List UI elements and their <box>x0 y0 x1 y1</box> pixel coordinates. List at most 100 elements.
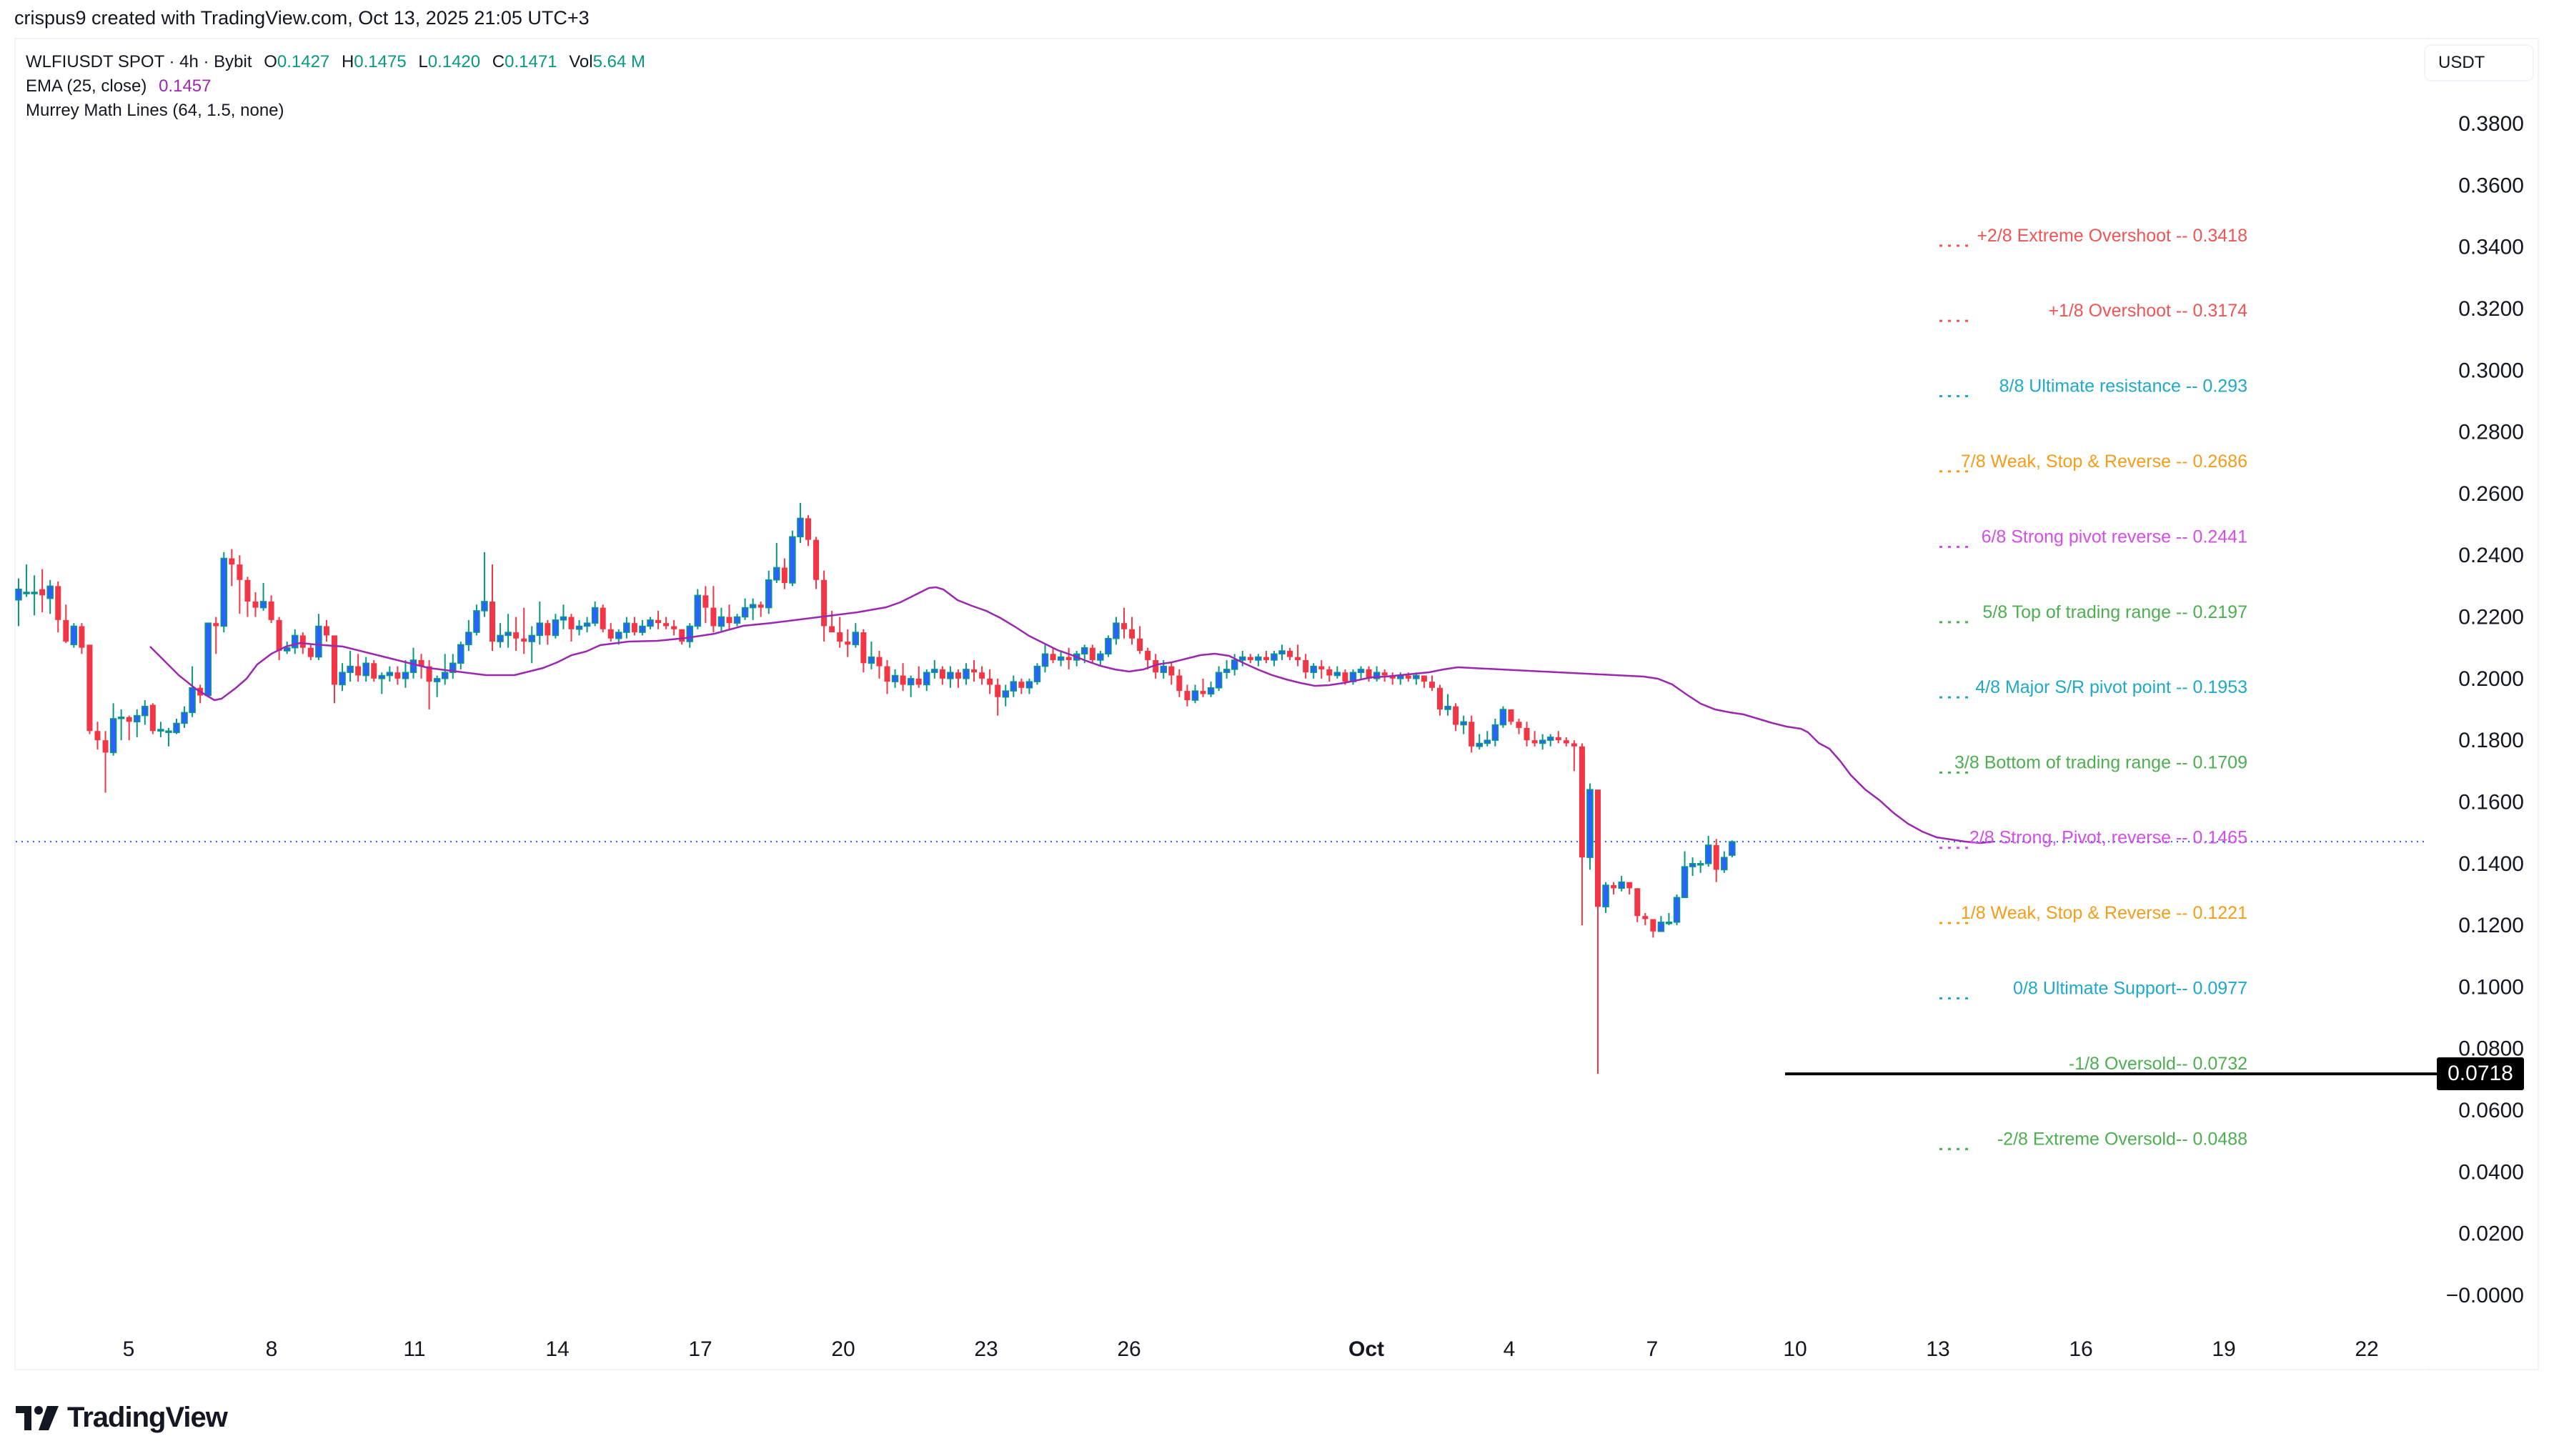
close-value: 0.1471 <box>505 52 557 71</box>
candle-down <box>995 684 1001 697</box>
price-axis-label: 0.1000 <box>2458 975 2524 999</box>
candle-down <box>679 629 685 642</box>
candle-down <box>1121 623 1127 629</box>
candle-up <box>1444 705 1451 710</box>
candle-down <box>1129 629 1136 639</box>
candle-up <box>173 722 180 734</box>
candle-up <box>639 625 646 633</box>
time-axis-label: 8 <box>266 1337 278 1361</box>
low-value: 0.1420 <box>427 52 481 71</box>
price-axis-label: 0.3000 <box>2458 359 2524 382</box>
candle-up <box>15 588 22 601</box>
candle-up <box>686 625 693 642</box>
candle-down <box>268 601 274 620</box>
candle-up <box>1476 742 1483 747</box>
candle-up <box>1010 681 1018 692</box>
candle-up <box>1618 881 1625 889</box>
candle-up <box>497 634 504 642</box>
candle-down <box>1531 740 1538 744</box>
candle-down <box>1065 657 1072 660</box>
candle-up <box>797 517 804 538</box>
murrey-indicator-row[interactable]: Murrey Math Lines (64, 1.5, none) <box>26 99 645 123</box>
time-axis-label: Oct <box>1348 1337 1384 1361</box>
candle-down <box>1713 844 1719 870</box>
candle-down <box>418 659 424 667</box>
candle-up <box>615 632 622 639</box>
candle-up <box>1460 721 1467 726</box>
candle-up <box>378 674 386 679</box>
murrey-level-label: -2/8 Extreme Oversold-- 0.0488 <box>1997 1129 2247 1149</box>
time-axis-label: 17 <box>688 1337 712 1361</box>
chart-credit: crispus9 created with TradingView.com, O… <box>14 7 590 29</box>
chart-legend: WLFIUSDT SPOT · 4h · Bybit O0.1427 H0.14… <box>26 50 645 123</box>
time-axis-label: 22 <box>2355 1337 2378 1361</box>
candle-up <box>473 610 480 633</box>
candle-down <box>1381 672 1388 676</box>
time-axis-label: 14 <box>545 1337 569 1361</box>
candle-up <box>560 616 567 621</box>
candle-up <box>1484 739 1491 744</box>
candle-up <box>1546 737 1554 741</box>
ema-label[interactable]: EMA (25, close) <box>26 76 147 96</box>
price-axis-label: 0.2400 <box>2458 544 2524 567</box>
candle-up <box>583 622 591 627</box>
candle-up <box>259 601 267 609</box>
high-value: 0.1475 <box>354 52 407 71</box>
candle-down <box>1555 737 1561 741</box>
candle-down <box>237 564 243 580</box>
candle-up <box>1681 866 1689 899</box>
candle-down <box>513 632 520 639</box>
candle-down <box>102 740 109 753</box>
candle-up <box>1002 690 1009 698</box>
tradingview-logo[interactable]: TradingView <box>16 1402 228 1434</box>
candle-up <box>773 567 780 581</box>
candle-down <box>631 623 637 633</box>
murrey-level-label: -1/8 Oversold-- 0.0732 <box>2069 1054 2247 1074</box>
candle-down <box>1437 687 1443 709</box>
candle-up <box>749 604 757 609</box>
candle-up <box>457 644 464 664</box>
ema-indicator-row[interactable]: EMA (25, close) 0.1457 <box>26 74 645 99</box>
candle-down <box>521 638 527 642</box>
candle-down <box>781 567 787 584</box>
candle-down <box>229 558 235 565</box>
price-axis-label: 0.2800 <box>2458 421 2524 444</box>
candle-up <box>647 619 654 627</box>
candle-up <box>1255 656 1262 661</box>
price-axis-label: −0.0000 <box>2446 1284 2524 1307</box>
candle-up <box>1499 709 1507 726</box>
candle-up <box>1097 653 1104 661</box>
candle-up <box>109 718 117 754</box>
symbol-name[interactable]: WLFIUSDT SPOT · 4h · Bybit <box>26 52 252 71</box>
candle-down <box>900 675 906 685</box>
candle-up <box>789 536 796 584</box>
candle-down <box>63 619 69 642</box>
symbol-row[interactable]: WLFIUSDT SPOT · 4h · Bybit O0.1427 H0.14… <box>26 50 645 74</box>
tradingview-logo-icon <box>16 1405 59 1430</box>
candle-up <box>1721 857 1728 871</box>
murrey-label[interactable]: Murrey Math Lines (64, 1.5, none) <box>26 101 284 120</box>
candle-down <box>600 607 606 629</box>
low-label: L <box>418 52 428 71</box>
candle-down <box>1634 888 1641 917</box>
candle-down <box>149 704 156 732</box>
candle-up <box>1586 789 1594 858</box>
candle-up <box>141 705 149 717</box>
price-axis-label: 0.3200 <box>2458 297 2524 321</box>
murrey-level-label: 0/8 Ultimate Support-- 0.0977 <box>2013 978 2247 998</box>
candle-up <box>947 672 954 679</box>
candle-up <box>441 672 449 679</box>
candle-down <box>79 626 85 648</box>
candle-up <box>204 622 212 697</box>
candle-down <box>1089 647 1095 660</box>
candle-down <box>671 626 677 629</box>
candle-down <box>1579 746 1585 858</box>
candle-down <box>394 672 401 679</box>
candle-up <box>891 674 899 682</box>
candle-down <box>1563 740 1569 744</box>
currency-button[interactable]: USDT <box>2424 44 2534 81</box>
candle-down <box>1295 657 1301 660</box>
candle-up <box>1539 739 1546 744</box>
candle-up <box>1657 922 1665 932</box>
